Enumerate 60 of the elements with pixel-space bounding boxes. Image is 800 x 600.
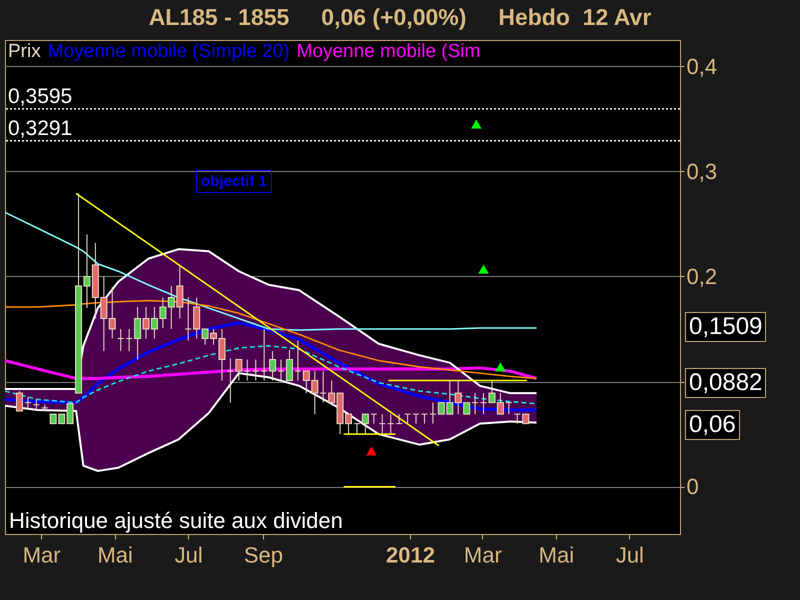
point <box>471 120 482 129</box>
y-tick-label: 0,3 <box>686 158 718 184</box>
y-tick-label: 0 <box>686 474 699 500</box>
text: 0,06 <box>685 410 740 440</box>
annotation: objectif 1 <box>196 170 272 193</box>
line-series <box>4 359 538 380</box>
ref-line-label: 0,3291 <box>8 116 72 140</box>
x-tick-label: Mar <box>22 542 61 568</box>
chart-title: AL185 - 1855 0,06 (+0,00%) Hebdo 12 Avr <box>148 4 652 31</box>
candlestick <box>278 359 285 382</box>
candlestick <box>235 359 242 382</box>
y-tick-label: 0,4 <box>686 54 718 79</box>
candlestick <box>420 414 428 424</box>
x-tick-label: 2012 <box>386 542 435 568</box>
x-tick-label: Sep <box>244 542 284 568</box>
y-tick-label: 0,2 <box>686 264 718 289</box>
x-tick-label: Jul <box>174 542 203 568</box>
x-tick-label: Mai <box>97 542 133 568</box>
candlestick <box>294 340 302 382</box>
candlestick <box>387 414 394 435</box>
candlestick <box>472 392 479 415</box>
candlestick <box>252 359 260 382</box>
candlestick <box>126 328 133 352</box>
candlestick <box>480 392 488 415</box>
ref-line-label: 0,3595 <box>8 84 72 108</box>
text: 0,0882 <box>685 368 766 398</box>
candlestick <box>378 414 386 435</box>
x-tick-label: Jul <box>616 542 644 568</box>
point <box>478 264 489 274</box>
candlestick <box>505 402 512 415</box>
candlestick <box>184 297 192 342</box>
text: Moyenne mobile (Simple 20) <box>48 41 290 62</box>
candlestick <box>412 414 420 424</box>
line-series <box>4 372 538 472</box>
line-series <box>4 248 538 394</box>
candlestick <box>396 414 403 424</box>
text: 0,1509 <box>685 312 766 342</box>
point <box>495 362 506 372</box>
candlestick <box>24 396 32 408</box>
candlestick <box>260 328 268 382</box>
candlestick <box>404 414 412 424</box>
candlestick <box>244 359 251 382</box>
candlestick <box>226 358 234 404</box>
candlestick <box>353 423 360 435</box>
text: Moyenne mobile (Sim <box>296 41 480 62</box>
candlestick <box>117 328 124 352</box>
candlestick <box>429 402 436 424</box>
candlestick <box>370 414 378 424</box>
annotation: Historique ajusté suite aux dividen <box>9 508 343 534</box>
point <box>366 446 377 456</box>
candlestick <box>16 390 23 412</box>
candlestick <box>286 350 293 382</box>
x-tick-label: Mai <box>538 542 574 568</box>
candlestick <box>32 398 40 410</box>
candlestick <box>362 414 369 435</box>
text: Prix <box>8 41 41 62</box>
line-series <box>4 345 538 404</box>
x-tick-label: Mar <box>464 542 502 568</box>
line-series <box>4 212 538 331</box>
candlestick <box>269 350 276 382</box>
